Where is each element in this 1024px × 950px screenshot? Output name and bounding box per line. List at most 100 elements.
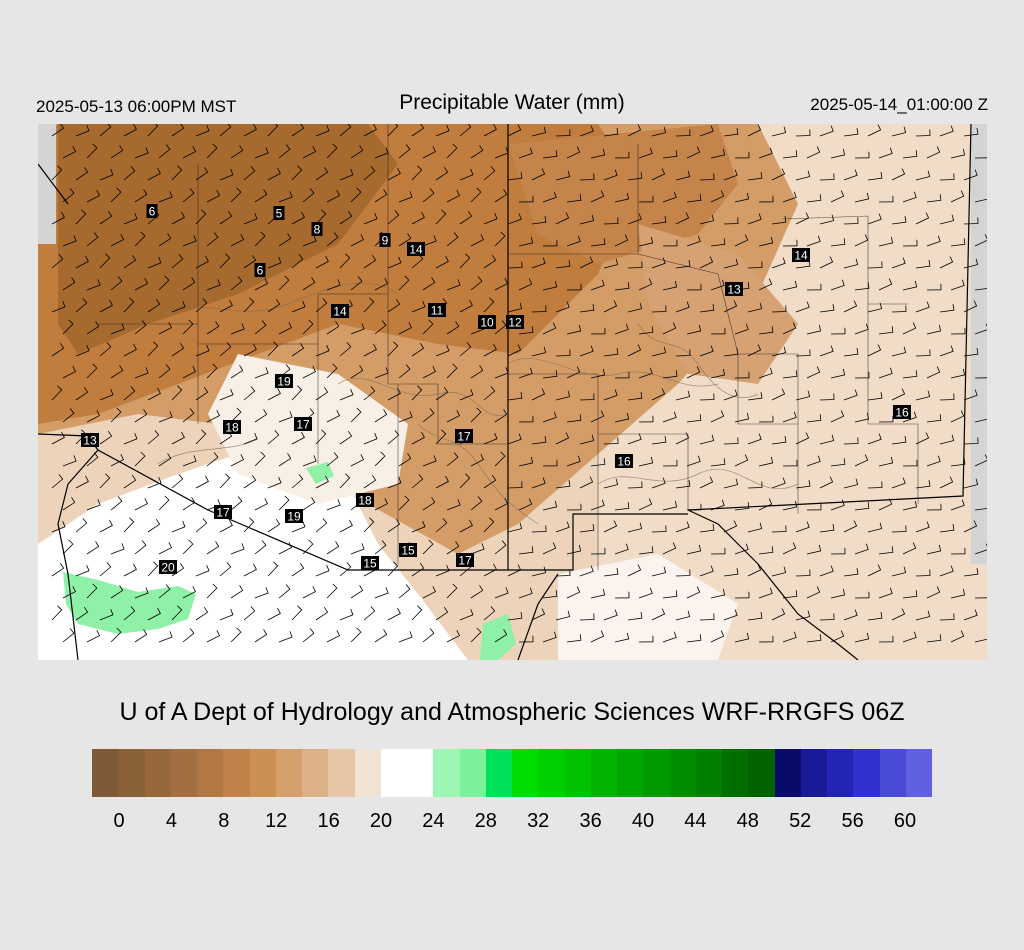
wind-barb [782,322,797,335]
wind-barb [470,187,482,203]
wind-barb [699,565,714,577]
wind-barb [51,254,64,269]
wind-barb [158,495,170,511]
wind-barb [507,124,522,137]
wind-barb [134,231,146,247]
colorbar-swatch [643,749,670,797]
wind-barb [843,258,859,269]
wind-barb [339,253,351,269]
wind-barb [363,433,378,445]
svg-text:19: 19 [277,375,291,389]
wind-barb [147,607,161,621]
wind-barb [278,411,293,423]
wind-barb [974,508,987,511]
wind-barb [747,522,763,533]
wind-barb [243,563,257,577]
wind-barb [278,233,292,247]
colorbar-swatch [512,749,539,797]
wind-barb [974,157,987,159]
wind-barb [158,411,173,423]
wind-barb [243,343,257,357]
wind-barb [734,192,750,203]
svg-text:17: 17 [296,418,310,432]
utc-time-label: 2025-05-14_01:00:00 Z [810,95,988,114]
wind-barb [758,278,773,291]
wind-barb [470,234,485,247]
wind-barb [483,606,496,621]
wind-barb [243,254,257,269]
wind-barb [422,319,434,335]
wind-barb [446,452,459,467]
wind-barb [531,436,547,445]
wind-barb [110,276,123,291]
wind-barb [75,518,88,533]
local-time-label: 2025-05-13 06:00PM MST [36,97,237,116]
wind-barb [915,170,931,181]
wind-barb [350,234,365,247]
value-label: 6 [254,263,266,278]
value-label: 18 [356,493,374,508]
wind-barb [363,386,376,401]
wind-barb [267,607,281,621]
wind-barb [566,146,581,159]
wind-barb [974,323,987,335]
wind-barb [518,546,534,555]
wind-barb [374,320,387,335]
wind-barb [795,390,811,401]
colorbar-tick-label: 32 [527,810,550,832]
wind-barb [206,630,221,643]
wind-barb [435,565,450,577]
wind-barb [806,455,821,467]
wind-barb [651,525,667,533]
wind-barb [387,167,401,181]
wind-barb [387,298,401,313]
value-label: 8 [311,222,323,237]
wind-barb [926,235,941,247]
wind-barb [302,188,315,203]
wind-barb [243,517,255,533]
wind-barb [723,568,739,577]
wind-barb [411,211,425,225]
wind-barb [267,167,281,181]
wind-barb [99,124,112,137]
wind-barb [867,124,882,137]
wind-barb [62,408,75,423]
wind-barb [675,521,690,533]
wind-barb [830,190,845,203]
wind-barb [398,191,413,203]
wind-barb [854,234,869,247]
wind-barb [134,189,148,203]
wind-barb [806,503,822,511]
wind-barb [614,323,629,335]
svg-text:6: 6 [149,205,156,219]
green-patch-3 [480,614,516,660]
wind-barb [446,190,461,203]
wind-barb [878,367,893,379]
colorbar-swatch [249,749,276,797]
wind-barb [939,524,955,533]
wind-barb [867,481,883,489]
wind-barb [219,562,232,577]
wind-barb [795,349,811,357]
wind-barb [771,608,786,621]
wind-barb [758,326,774,335]
wind-barb [326,143,338,159]
wind-barb [854,192,870,203]
wind-barb [734,234,749,247]
wind-barb [123,343,137,357]
wind-barb [422,235,437,247]
wind-barb [782,500,798,511]
wind-barb [387,387,401,401]
wind-barb [662,280,678,291]
wind-barb [171,605,183,621]
wind-barb [507,172,523,181]
wind-barb [374,367,389,379]
wind-barb [963,258,979,269]
wind-barb [326,499,341,511]
wind-barb [675,301,690,313]
wind-barb [243,213,258,225]
wind-barb [326,583,338,599]
wind-barb [974,597,987,599]
wind-barb [902,411,917,423]
wind-barb [278,144,291,159]
